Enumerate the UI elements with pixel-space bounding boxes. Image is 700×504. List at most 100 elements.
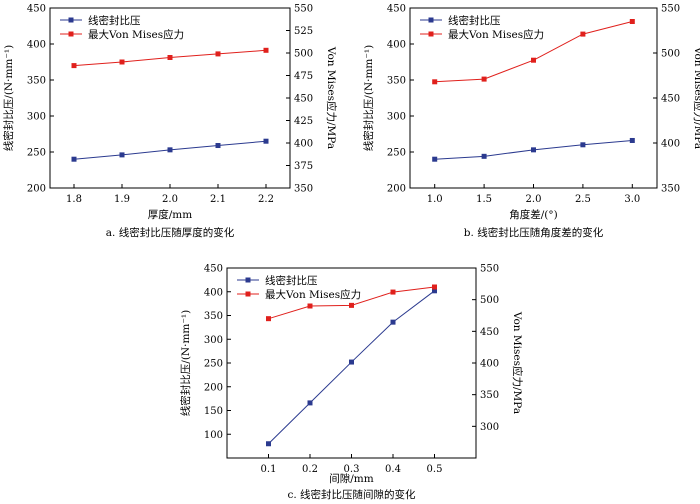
x-tick-label: 1.5 — [476, 194, 492, 205]
data-point-seal-pressure — [629, 137, 635, 143]
x-tick-label: 2.1 — [210, 194, 226, 205]
legend-label: 线密封比压 — [448, 14, 501, 27]
x-tick-label: 0.4 — [385, 464, 401, 475]
y-left-axis-label: 线密封比压/(N·mm⁻¹) — [179, 310, 192, 416]
y-right-tick-label: 400 — [661, 139, 680, 150]
y-left-tick-label: 100 — [204, 430, 223, 441]
x-tick-label: 0.1 — [261, 464, 277, 475]
data-point-seal-pressure — [266, 441, 271, 447]
y-right-tick-label: 500 — [661, 49, 680, 60]
y-right-tick-label: 475 — [294, 71, 313, 82]
data-point-von-mises — [432, 79, 438, 85]
data-point-von-mises — [580, 31, 586, 37]
y-right-tick-label: 425 — [294, 116, 313, 127]
legend-label: 最大Von Mises应力 — [448, 28, 544, 41]
y-right-tick-label: 450 — [480, 327, 499, 338]
y-left-tick-label: 200 — [204, 382, 223, 393]
y-right-axis-label: Von Mises应力/MPa — [692, 46, 700, 149]
y-left-tick-label: 450 — [27, 4, 46, 15]
y-right-tick-label: 400 — [480, 359, 499, 370]
y-right-tick-label: 500 — [294, 49, 313, 60]
y-right-tick-label: 525 — [294, 26, 313, 37]
legend-marker — [68, 31, 74, 37]
series-line-seal-pressure — [268, 290, 435, 445]
y-right-axis-label: Von Mises应力/MPa — [325, 46, 338, 149]
x-axis-label: 间隙/mm — [329, 472, 373, 485]
data-point-seal-pressure — [390, 319, 396, 325]
x-tick-label: 1.9 — [114, 194, 130, 205]
legend-marker — [428, 31, 434, 37]
data-point-von-mises — [481, 76, 487, 82]
data-point-seal-pressure — [349, 359, 354, 365]
data-point-seal-pressure — [432, 156, 438, 162]
data-point-seal-pressure — [432, 288, 437, 294]
data-point-seal-pressure — [167, 147, 173, 153]
y-left-tick-label: 350 — [27, 76, 46, 87]
x-tick-label: 2.0 — [526, 194, 542, 205]
y-left-axis-label: 线密封比压/(N·mm⁻¹) — [2, 45, 15, 151]
y-left-tick-label: 250 — [204, 359, 223, 370]
y-right-tick-label: 350 — [661, 184, 680, 195]
data-point-seal-pressure — [481, 153, 487, 159]
y-right-tick-label: 450 — [294, 94, 313, 105]
data-point-von-mises — [390, 289, 396, 295]
chart-panel-2: 200 250 300 350 400 450 350 400 450 500 550 线密封比压最大… — [362, 4, 700, 240]
figure-caption: c. 线密封比压随间隙的变化 — [287, 488, 416, 501]
y-right-tick-label: 300 — [480, 422, 499, 433]
legend-label: 最大Von Mises应力 — [88, 28, 184, 41]
y-right-tick-label: 550 — [661, 4, 680, 15]
chart-panel-3: 100 150 200 250 300 350 400 450 300 350 400 450 500 5… — [179, 264, 524, 502]
x-tick-label: 0.2 — [302, 464, 318, 475]
x-tick-label: 2.5 — [575, 194, 591, 205]
data-point-von-mises — [215, 51, 221, 57]
legend-marker — [68, 17, 74, 23]
y-left-tick-label: 450 — [387, 4, 406, 15]
figure-caption: a. 线密封比压随厚度的变化 — [106, 226, 235, 239]
y-right-tick-label: 450 — [661, 94, 680, 105]
x-axis-label: 厚度/mm — [148, 208, 192, 221]
y-left-tick-label: 400 — [387, 40, 406, 51]
x-tick-label: 1.8 — [66, 194, 82, 205]
data-point-seal-pressure — [215, 143, 221, 149]
x-tick-label: 2.2 — [258, 194, 274, 205]
y-left-axis-label: 线密封比压/(N·mm⁻¹) — [362, 45, 375, 151]
y-left-tick-label: 250 — [387, 148, 406, 159]
data-point-von-mises — [266, 316, 271, 322]
y-right-tick-label: 500 — [480, 295, 499, 306]
y-left-tick-label: 300 — [387, 112, 406, 123]
y-left-tick-label: 450 — [204, 264, 223, 275]
data-point-von-mises — [167, 55, 173, 60]
y-right-tick-label: 350 — [480, 390, 499, 401]
data-point-seal-pressure — [119, 152, 125, 158]
chart-panel-1: 200 250 300 350 400 450 350 375 400 425 450 475 500 5… — [2, 4, 338, 240]
y-right-tick-label: 550 — [480, 264, 499, 275]
y-left-tick-label: 400 — [27, 40, 46, 51]
y-left-tick-label: 300 — [27, 112, 46, 123]
data-point-von-mises — [263, 47, 269, 53]
y-right-tick-label: 400 — [294, 139, 313, 150]
data-point-seal-pressure — [307, 400, 313, 406]
y-left-tick-label: 150 — [204, 406, 223, 417]
data-point-seal-pressure — [71, 156, 77, 162]
y-left-tick-label: 250 — [27, 148, 46, 159]
y-left-tick-label: 200 — [27, 184, 46, 195]
legend-marker — [245, 277, 251, 283]
x-tick-label: 1.0 — [427, 194, 443, 205]
y-right-axis-label: Von Mises应力/MPa — [511, 311, 524, 414]
data-point-seal-pressure — [263, 138, 269, 144]
data-point-von-mises — [349, 302, 354, 308]
x-tick-label: 0.3 — [344, 464, 360, 475]
x-tick-label: 2.0 — [162, 194, 178, 205]
legend-label: 线密封比压 — [265, 274, 318, 287]
data-point-von-mises — [71, 63, 77, 69]
legend-marker — [245, 291, 251, 297]
x-tick-label: 0.5 — [427, 464, 443, 475]
data-point-von-mises — [629, 19, 635, 24]
data-point-von-mises — [432, 284, 437, 290]
legend-marker — [428, 17, 434, 23]
y-left-tick-label: 400 — [204, 287, 223, 298]
x-tick-label: 3.0 — [624, 194, 640, 205]
y-left-tick-label: 300 — [204, 335, 223, 346]
x-axis-label: 角度差/(°) — [509, 208, 557, 221]
